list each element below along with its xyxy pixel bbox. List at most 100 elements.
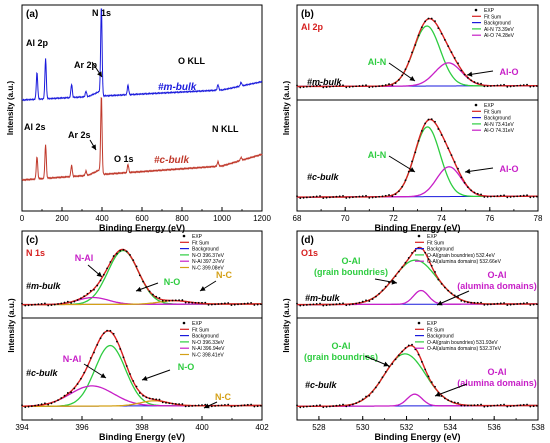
panel-d-ylabel: Intensity (a.u.) xyxy=(282,298,291,353)
panel-b-top-exp-point xyxy=(361,84,364,87)
panel-c-title: N 1s xyxy=(26,248,45,258)
panel-b-bottom-exp-point xyxy=(489,195,492,198)
panel-d-bottom-exp-point xyxy=(361,398,364,401)
panel-b-bottom-exp-point xyxy=(319,195,321,197)
panel-d-top-exp-point xyxy=(397,270,400,273)
panel-c-bottom-exp-point xyxy=(243,404,246,407)
panel-b-ticklabel: 74 xyxy=(437,214,446,223)
panel-c-top-legend-entry: Fit Sum xyxy=(192,240,209,246)
panel-b-title: Al 2p xyxy=(301,22,324,32)
panel-c-bottom-legend-marker xyxy=(182,321,186,325)
panel-c-bottom-exp-point xyxy=(53,400,56,403)
panel-b-bottom-exp-point xyxy=(397,190,400,193)
panel-b-top-exp-point xyxy=(486,85,489,88)
panel-d-top-exp-point xyxy=(453,294,456,297)
panel-d-bottom-exp-point xyxy=(391,363,394,365)
panel-b-top-exp-point xyxy=(371,86,374,88)
arrow-ar-2s-head xyxy=(91,144,96,150)
panel-c-bottom-exp-point xyxy=(96,344,99,346)
panel-b-bottom-exp-point xyxy=(417,140,420,142)
panel-d-bottom-exp-point xyxy=(328,405,331,408)
panel-d-ticklabel: 528 xyxy=(312,423,326,432)
panel-c-bottom-exp-point xyxy=(201,404,203,406)
panel-c-xlabel: Binding Energy (eV) xyxy=(99,432,185,442)
component-label-c: N-C xyxy=(216,270,232,280)
panel-d-bottom-exp-point xyxy=(348,404,351,407)
panel-c-tag: (c) xyxy=(26,235,38,246)
component-label-c: N-O xyxy=(178,362,195,372)
panel-b-top-exp-point xyxy=(381,84,384,87)
panel-b-top-exp-point xyxy=(335,85,338,87)
panel-b-bottom-exp-point xyxy=(476,192,479,195)
panel-d-bottom-exp-point xyxy=(447,399,450,402)
panel-d-top-exp-point xyxy=(355,302,358,305)
panel-b-top-exp-point xyxy=(358,85,361,87)
panel-b-bottom-exp-point xyxy=(404,179,407,182)
panel-d-bottom-exp-point xyxy=(509,405,512,408)
panel-d-bottom-exp-point xyxy=(440,395,443,397)
panel-c-top-legend-entry: N-O 396.37eV xyxy=(192,253,225,259)
component-label-d: O-Al xyxy=(488,270,507,280)
panel-b-bottom-exp-point xyxy=(434,120,436,123)
panel-d-top-exp-point xyxy=(483,303,486,306)
panel-b-bottom-exp-point xyxy=(483,196,486,198)
panel-b-top-exp-point xyxy=(473,81,476,83)
panel-a-c-bulk-spectrum xyxy=(21,96,263,182)
panel-b-bottom-exp-point xyxy=(378,195,381,198)
panel-b-bottom-exp-point xyxy=(437,128,440,130)
panel-d-bottom-exp-point xyxy=(355,402,358,404)
panel-c-top-exp-point xyxy=(93,288,95,291)
panel-b-top-exp-point xyxy=(378,85,381,88)
panel-d-top-exp-point xyxy=(328,303,331,306)
panel-c-bottom-exp-point xyxy=(27,405,30,408)
panel-c-top-exp-point xyxy=(230,304,233,306)
panel-d-bottom-exp-point xyxy=(378,381,381,384)
panel-c-bottom-exp-point xyxy=(148,397,151,400)
panel-b-top-exp-point xyxy=(483,85,486,88)
panel-c-bottom-exp-point xyxy=(178,403,180,405)
panel-b-bottom-legend-entry: Al-N 73.41eV xyxy=(484,122,514,128)
panel-b-top-exp-point xyxy=(513,85,515,88)
panel-d-top-exp-point xyxy=(427,258,430,260)
panel-c-bottom-exp-point xyxy=(158,398,161,401)
panel-b-top-exp-point xyxy=(305,85,308,88)
panel-c-bottom-exp-point xyxy=(168,402,171,405)
panel-d-top-exp-point xyxy=(536,303,538,306)
panel-c-top-exp-point xyxy=(129,254,131,256)
panel-b-bottom-exp-point xyxy=(443,140,446,143)
panel-b-bottom-exp-point xyxy=(450,154,453,157)
panel-d-top-exp-point xyxy=(430,264,433,267)
panel-c-bottom-exp-point xyxy=(132,380,135,382)
panel-b-bottom-exp-point xyxy=(480,193,482,196)
panel-d-top-exp-point xyxy=(407,257,410,259)
panel-c-top-exp-point xyxy=(47,304,50,307)
panel-d-bottom-exp-point xyxy=(374,386,377,389)
component-arrow-c-head xyxy=(96,271,102,277)
panel-a-ticklabel: 800 xyxy=(175,214,189,223)
panel-d-bottom-exp-point xyxy=(338,404,341,407)
sample-label-c-c-bulk: #c-bulk xyxy=(26,368,59,378)
peak-label-o-kll: O KLL xyxy=(178,56,205,66)
panel-c-top-exp-point xyxy=(80,297,82,300)
panel-d-top-exp-point xyxy=(443,286,446,289)
panel-d-bottom-exp-point xyxy=(345,405,348,408)
panel-a-m-bulk-spectrum xyxy=(21,8,263,102)
panel-d-bottom-exp-point xyxy=(473,404,476,407)
panel-d-bottom-exp-point xyxy=(414,348,417,351)
panel-b-bottom-exp-point xyxy=(322,197,325,199)
panel-c-bottom-exp-point xyxy=(161,401,164,404)
panel-c-top-exp-point xyxy=(102,273,105,276)
component-arrow-d-shaft xyxy=(434,383,468,397)
panel-b-top-exp-point xyxy=(404,68,407,71)
panel-c-top-exp-point xyxy=(44,302,46,305)
panel-c-top-exp-point xyxy=(201,301,203,304)
panel-d-bottom-exp-point xyxy=(332,405,335,407)
panel-d-top-exp-point xyxy=(315,302,318,305)
panel-b-bottom-exp-point xyxy=(335,195,338,198)
panel-b-top-exp-point xyxy=(509,85,512,88)
panel-d-bottom-legend-entry: EXP xyxy=(427,321,438,327)
panel-c-top-exp-point xyxy=(135,265,138,268)
panel-b-top-exp-point xyxy=(401,74,404,77)
panel-d-top-exp-point xyxy=(368,300,371,302)
panel-b-bottom-exp-point xyxy=(345,197,348,199)
